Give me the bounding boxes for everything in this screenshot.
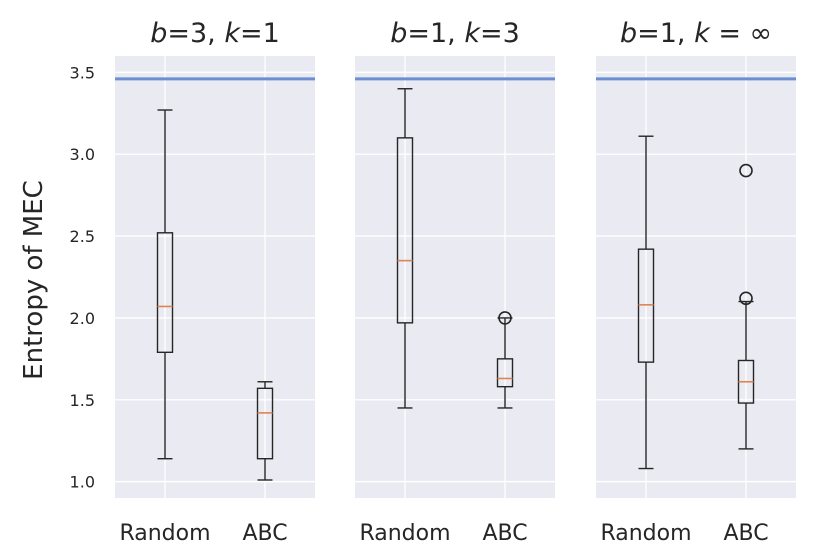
panel-background — [115, 56, 315, 498]
title-value: =1, — [407, 18, 464, 49]
title-value: = ∞ — [710, 18, 772, 49]
title-value: =1, — [637, 18, 694, 49]
panel-title: b=1, k = ∞ — [620, 18, 772, 49]
panel-3: Random ABC b=1, k = ∞ — [596, 18, 796, 546]
x-tick-label: Random — [600, 521, 691, 546]
y-tick-label: 3.5 — [70, 63, 95, 82]
title-variable: b — [620, 18, 637, 49]
box-iqr — [156, 232, 174, 354]
panel-title: b=1, k=3 — [390, 18, 520, 49]
y-axis-label: Entropy of MEC — [19, 180, 49, 380]
box-random — [637, 135, 655, 470]
panel-background — [355, 56, 555, 498]
panel-2: Random ABC b=1, k=3 — [355, 18, 555, 546]
box-iqr — [496, 358, 514, 388]
x-tick-label: ABC — [723, 521, 768, 546]
outlier-point — [498, 311, 512, 325]
box-random — [156, 109, 174, 460]
y-tick-label: 3.0 — [70, 145, 95, 164]
box-abc — [496, 311, 514, 409]
y-tick-label: 1.5 — [70, 391, 95, 410]
x-tick-label: ABC — [242, 521, 287, 546]
panel-title: b=3, k=1 — [150, 18, 280, 49]
title-value: =1 — [240, 18, 280, 49]
box-iqr — [637, 248, 655, 363]
title-variable: k — [694, 18, 711, 49]
panel-background — [596, 56, 796, 498]
panel-1: 1.0 1.5 2.0 2.5 3.0 3.5 Random ABC b=3, k=1 — [70, 18, 315, 546]
title-value: =3, — [167, 18, 224, 49]
title-variable: b — [390, 18, 407, 49]
y-tick-label: 2.0 — [70, 309, 95, 328]
box-iqr — [256, 387, 274, 460]
box-random — [396, 88, 414, 409]
y-tick-label: 2.5 — [70, 227, 95, 246]
box-abc — [737, 163, 755, 450]
x-tick-label: Random — [119, 521, 210, 546]
y-tick-label: 1.0 — [70, 473, 95, 492]
box-abc — [256, 381, 274, 481]
title-variable: k — [224, 18, 241, 49]
outlier-point — [739, 291, 753, 306]
x-tick-label: Random — [359, 521, 450, 546]
title-variable: k — [464, 18, 481, 49]
x-tick-label: ABC — [482, 521, 527, 546]
outlier-point — [739, 163, 753, 178]
box-iqr — [396, 137, 414, 324]
title-value: =3 — [480, 18, 520, 49]
title-variable: b — [150, 18, 167, 49]
